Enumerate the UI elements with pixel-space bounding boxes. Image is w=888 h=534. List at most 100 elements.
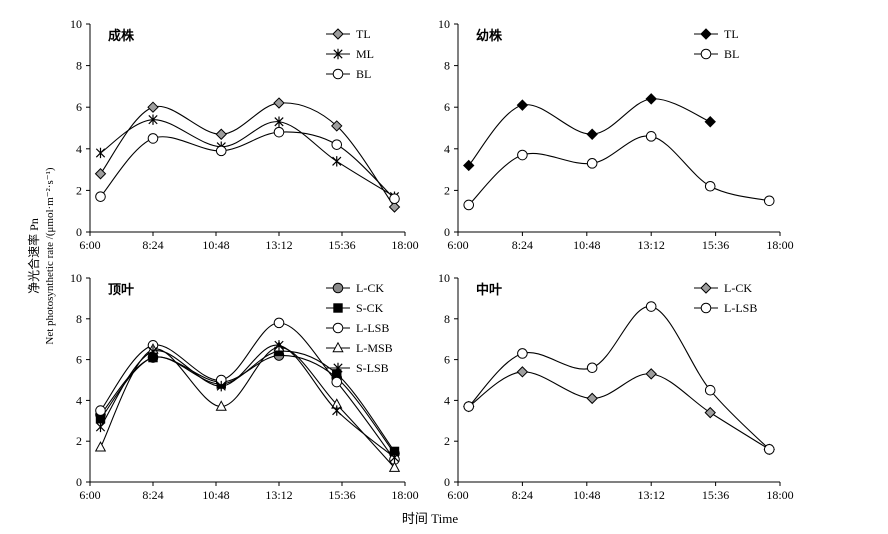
legend-marker bbox=[333, 303, 343, 313]
data-point bbox=[215, 128, 227, 140]
data-point bbox=[273, 97, 285, 109]
chart-panel: 0 2 4 6 8 10 6:00 8:24 10:48 13:12 15:36 18:00 顶叶 L-C… bbox=[70, 271, 419, 502]
x-tick-label: 15:36 bbox=[702, 488, 729, 502]
data-point bbox=[95, 421, 106, 433]
legend-label: L-CK bbox=[724, 281, 752, 295]
x-tick-label: 18:00 bbox=[391, 238, 418, 252]
legend-marker bbox=[332, 282, 344, 294]
panel-title: 幼株 bbox=[476, 28, 503, 43]
legend-marker bbox=[332, 341, 344, 353]
data-point bbox=[94, 441, 107, 452]
x-tick-label: 15:36 bbox=[702, 238, 729, 252]
series-line bbox=[468, 371, 770, 450]
chart-panel: 0 2 4 6 8 10 6:00 8:24 10:48 13:12 15:36 18:00 中叶 L-C… bbox=[438, 271, 794, 502]
panel-title: 成株 bbox=[108, 28, 135, 43]
data-point bbox=[645, 131, 657, 142]
y-tick-label: 2 bbox=[76, 434, 82, 448]
data-point bbox=[94, 168, 107, 180]
x-tick-label: 15:36 bbox=[328, 238, 355, 252]
y-tick-label: 2 bbox=[444, 183, 450, 197]
data-point bbox=[516, 99, 529, 111]
data-point bbox=[763, 444, 775, 455]
series-line bbox=[100, 131, 395, 200]
data-point bbox=[274, 340, 284, 351]
y-axis-title-group: 净光合速率 Pn Net photosynthetic rate /(μmol·… bbox=[26, 167, 56, 344]
x-tick-label: 8:24 bbox=[142, 238, 163, 252]
x-tick-label: 10:48 bbox=[573, 488, 600, 502]
x-tick-label: 6:00 bbox=[447, 488, 468, 502]
legend-marker bbox=[332, 322, 344, 334]
data-point bbox=[147, 101, 159, 113]
data-point bbox=[148, 346, 158, 357]
x-tick-label: 18:00 bbox=[391, 488, 418, 502]
data-point bbox=[645, 368, 657, 380]
y-tick-label: 10 bbox=[438, 271, 450, 285]
data-point bbox=[517, 348, 528, 359]
y-tick-label: 6 bbox=[76, 353, 82, 367]
legend-label: L-CK bbox=[356, 281, 384, 295]
series-line bbox=[468, 306, 770, 450]
data-point bbox=[704, 180, 716, 192]
x-tick-label: 10:48 bbox=[202, 238, 229, 252]
x-tick-label: 6:00 bbox=[79, 488, 100, 502]
data-point bbox=[645, 93, 657, 105]
legend-label: BL bbox=[356, 67, 371, 81]
data-point bbox=[388, 461, 401, 472]
x-tick-label: 8:24 bbox=[512, 238, 533, 252]
legend-marker bbox=[332, 28, 344, 40]
series-line bbox=[100, 119, 395, 198]
x-tick-label: 13:12 bbox=[638, 488, 665, 502]
legend-label: BL bbox=[724, 47, 739, 61]
y-tick-label: 6 bbox=[444, 100, 450, 114]
data-point bbox=[463, 199, 475, 211]
y-tick-label: 6 bbox=[444, 353, 450, 367]
y-tick-label: 0 bbox=[444, 475, 450, 489]
data-point bbox=[586, 392, 598, 405]
x-tick-label: 6:00 bbox=[447, 238, 468, 252]
y-axis-title-cn: 净光合速率 Pn bbox=[26, 218, 41, 294]
data-point bbox=[704, 384, 716, 396]
legend-label: TL bbox=[724, 27, 739, 41]
data-point bbox=[463, 159, 475, 172]
y-tick-label: 0 bbox=[76, 475, 82, 489]
legend-marker bbox=[700, 282, 712, 294]
data-point bbox=[331, 139, 343, 150]
x-tick-label: 13:12 bbox=[265, 488, 292, 502]
data-point bbox=[216, 380, 226, 392]
x-tick-label: 8:24 bbox=[512, 488, 533, 502]
legend-marker bbox=[333, 362, 343, 374]
panel-title: 顶叶 bbox=[108, 282, 134, 297]
legend-label: S-CK bbox=[356, 301, 384, 315]
series-line bbox=[100, 322, 395, 460]
data-point bbox=[516, 366, 529, 378]
data-point bbox=[704, 406, 716, 419]
legend-marker bbox=[700, 302, 712, 314]
x-tick-label: 18:00 bbox=[766, 488, 793, 502]
panels: 0 2 4 6 8 10 6:00 8:24 10:48 13:12 15:36 18:00 成株 TL M… bbox=[70, 17, 794, 502]
y-tick-label: 2 bbox=[444, 434, 450, 448]
legend-marker bbox=[332, 68, 344, 80]
data-point bbox=[331, 376, 343, 388]
series-line bbox=[100, 102, 395, 208]
legend-label: TL bbox=[356, 27, 371, 41]
data-point bbox=[148, 114, 158, 125]
y-tick-label: 4 bbox=[76, 142, 82, 156]
data-point bbox=[586, 362, 598, 374]
legend-label: L-LSB bbox=[356, 321, 389, 335]
data-point bbox=[332, 405, 342, 416]
data-point bbox=[95, 147, 106, 159]
data-point bbox=[389, 452, 400, 463]
data-point bbox=[517, 149, 528, 161]
y-tick-label: 4 bbox=[444, 393, 450, 407]
y-tick-label: 10 bbox=[70, 271, 82, 285]
y-tick-label: 10 bbox=[70, 17, 82, 31]
x-tick-label: 6:00 bbox=[79, 238, 100, 252]
legend-label: S-LSB bbox=[356, 361, 389, 375]
y-tick-label: 8 bbox=[444, 59, 450, 73]
data-point bbox=[215, 145, 227, 157]
data-point bbox=[147, 133, 159, 144]
y-tick-label: 4 bbox=[76, 393, 82, 407]
y-tick-label: 2 bbox=[76, 183, 82, 197]
y-tick-label: 0 bbox=[444, 225, 450, 239]
